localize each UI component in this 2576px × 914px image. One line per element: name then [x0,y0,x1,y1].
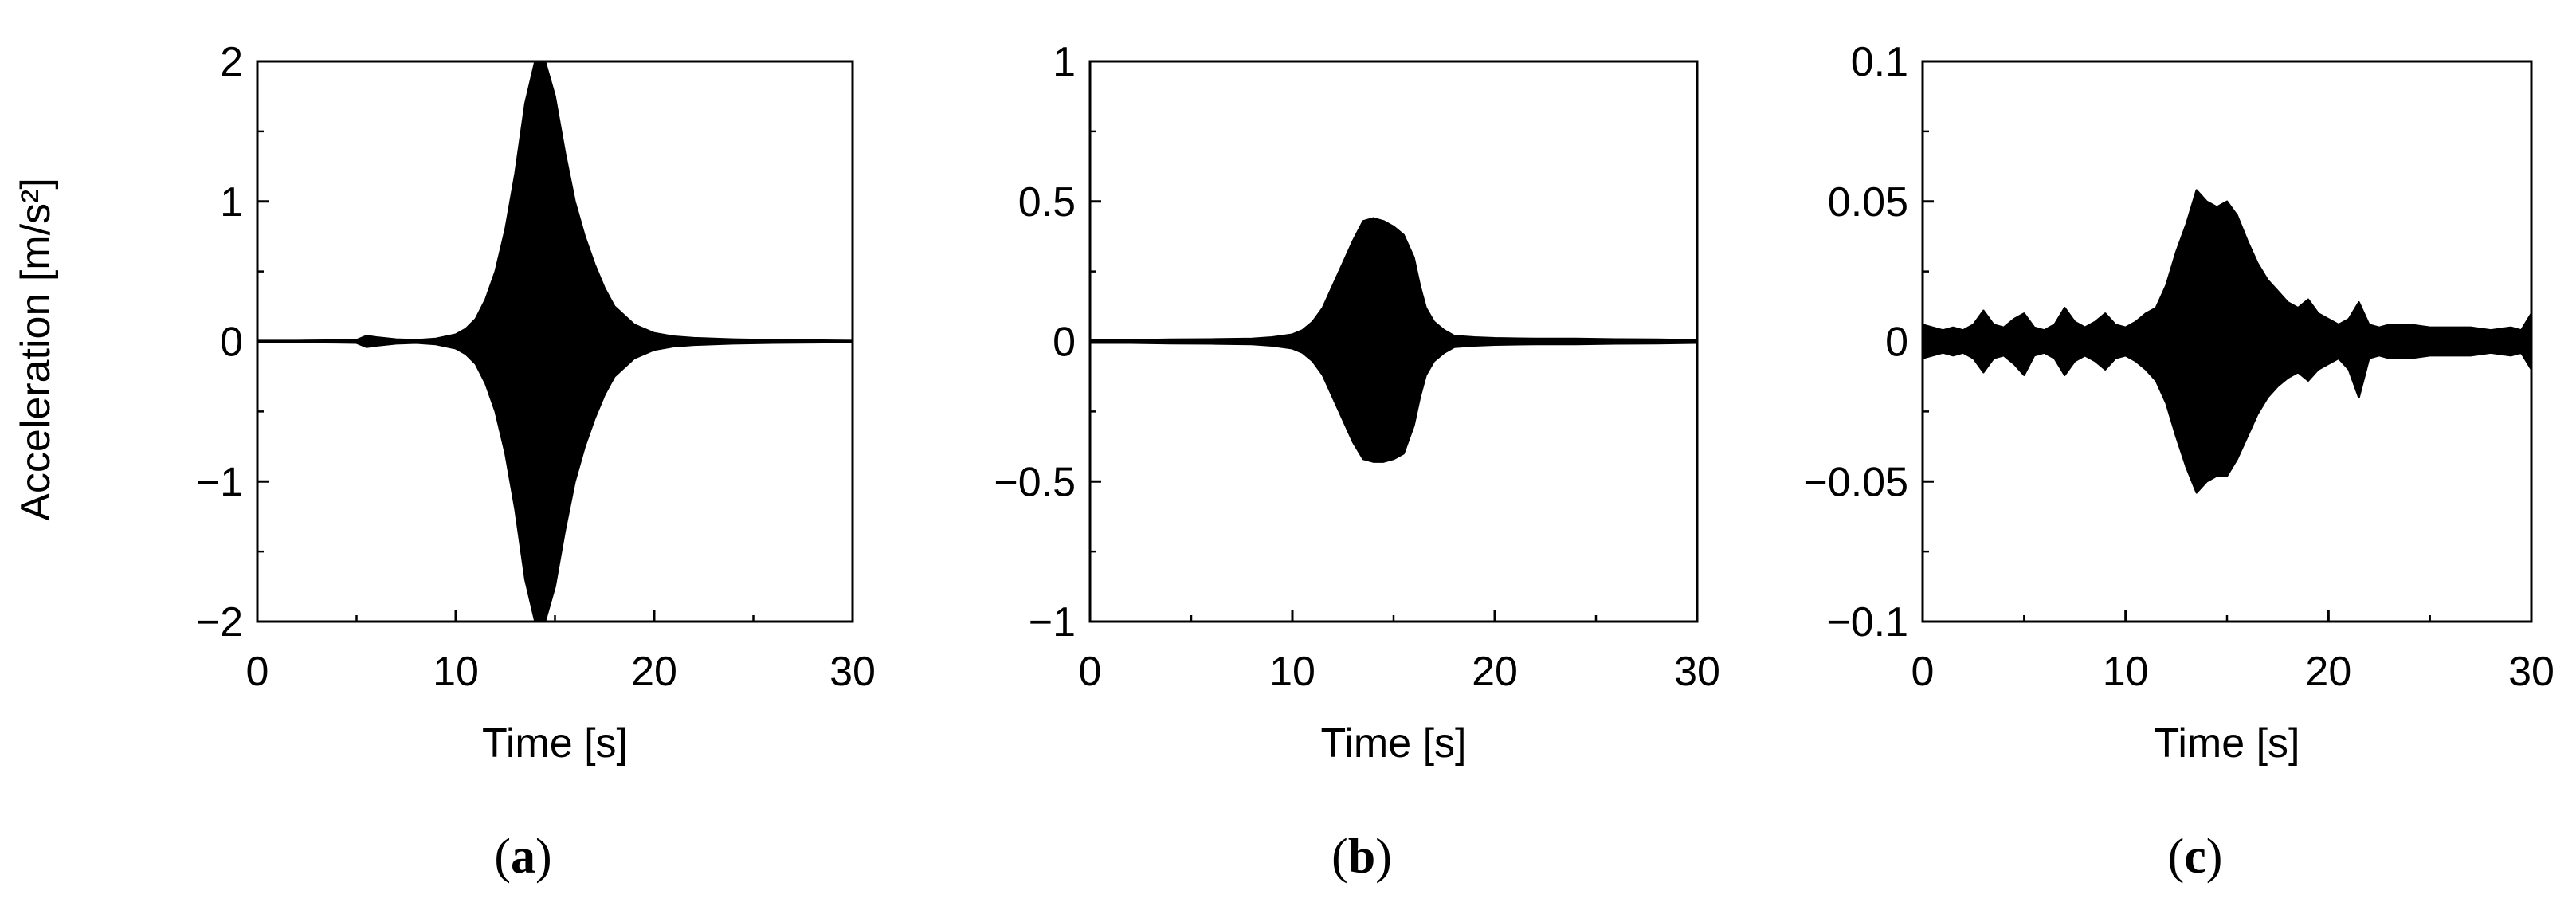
panel-label-b: (b) [1331,830,1392,884]
x-axis-label-a: Time [s] [482,720,628,767]
x-tick-label-c-0: 0 [1911,649,1935,695]
y-tick-label-b-4: 1 [1053,39,1076,85]
x-tick-label-a-1: 10 [433,649,479,695]
y-tick-label-a-4: 2 [220,39,243,85]
panel-c: −0.1 −0.05 0 0.05 0.1 0 10 20 30 Time [s] (c) [1803,39,2554,884]
y-tick-label-b-3: 0.5 [1018,179,1076,226]
x-tick-label-a-3: 30 [829,649,876,695]
x-tick-label-c-2: 20 [2305,649,2351,695]
panel-label-a: (a) [494,830,551,884]
y-tick-label-a-2: 0 [220,320,243,366]
y-tick-label-b-2: 0 [1053,320,1076,366]
y-tick-label-c-0: −0.1 [1826,599,1908,645]
x-axis-label-b: Time [s] [1321,720,1467,767]
y-axis-label-a: Acceleration [m/s²] [13,178,59,521]
y-tick-label-a-0: −2 [196,599,243,645]
x-tick-label-a-2: 20 [631,649,677,695]
x-tick-label-c-3: 30 [2508,649,2554,695]
panel-label-c: (c) [2168,830,2223,884]
y-tick-label-a-3: 1 [220,179,243,226]
x-axis-label-c: Time [s] [2155,720,2300,767]
y-tick-label-a-1: −1 [196,459,243,505]
x-tick-label-b-3: 30 [1674,649,1720,695]
y-tick-label-b-1: −0.5 [994,459,1076,505]
y-tick-label-c-4: 0.1 [1851,39,1908,85]
x-tick-label-a-0: 0 [246,649,269,695]
x-tick-label-b-0: 0 [1079,649,1102,695]
x-tick-label-c-1: 10 [2103,649,2149,695]
y-tick-label-c-1: −0.05 [1803,459,1908,505]
y-tick-label-b-0: −1 [1029,599,1076,645]
y-tick-label-c-2: 0 [1885,320,1908,366]
y-tick-label-c-3: 0.05 [1828,179,1908,226]
x-tick-label-b-1: 10 [1269,649,1315,695]
x-tick-label-b-2: 20 [1472,649,1518,695]
